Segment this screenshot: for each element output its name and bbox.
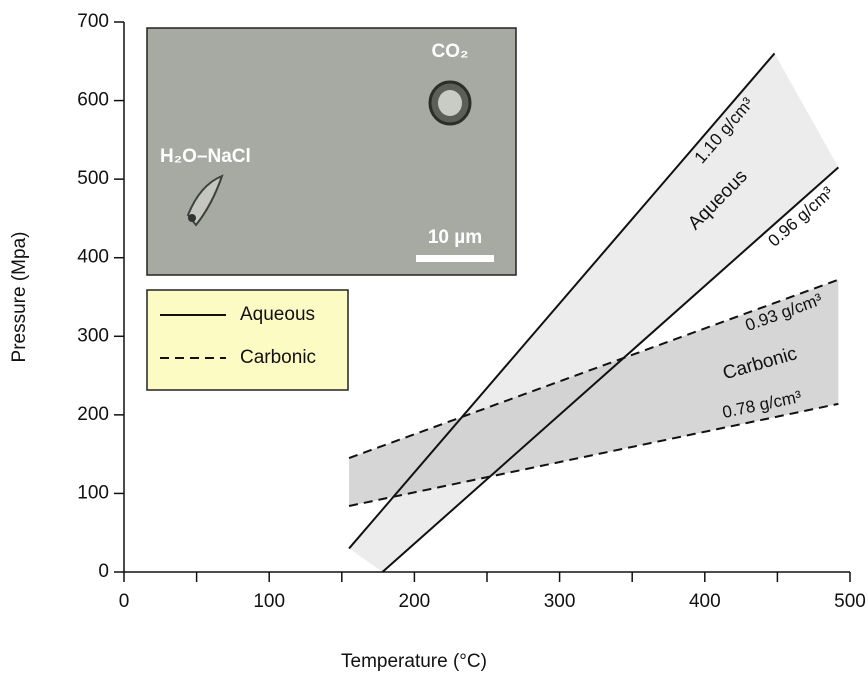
y-axis-title: Pressure (Mpa): [9, 232, 30, 363]
inset-label: CO₂: [432, 41, 469, 62]
isochore: [348, 402, 839, 507]
y-tick-label: 600: [77, 90, 109, 111]
y-tick-label: 400: [77, 247, 109, 268]
y-tick-label: 100: [77, 482, 109, 503]
legend-label: Aqueous: [240, 304, 315, 325]
x-axis-title: Temperature (°C): [341, 651, 487, 672]
x-tick-label: 400: [689, 591, 721, 612]
inset-label: H₂O–NaCl: [160, 146, 251, 167]
h2o-inclusion: [186, 174, 224, 227]
x-tick-label: 500: [834, 591, 866, 612]
x-tick-label: 300: [544, 591, 576, 612]
isochore: [348, 278, 839, 460]
inset-label: 10 µm: [428, 227, 482, 248]
y-tick-label: 700: [77, 11, 109, 32]
legend: [146, 289, 349, 391]
density-band: [349, 279, 839, 506]
legend-label: Carbonic: [240, 347, 316, 368]
y-tick-label: 500: [77, 168, 109, 189]
x-tick-label: 200: [399, 591, 431, 612]
y-tick-label: 200: [77, 404, 109, 425]
y-tick-label: 300: [77, 325, 109, 346]
inset-photo: [146, 27, 517, 276]
x-tick-label: 100: [253, 591, 285, 612]
x-tick-label: 0: [119, 591, 130, 612]
isochore: [348, 52, 776, 550]
h2o-bubble: [188, 214, 196, 222]
isochore: [381, 166, 840, 573]
co2-bubble: [438, 90, 462, 116]
y-tick-label: 0: [98, 561, 109, 582]
scale-bar: [416, 255, 494, 262]
